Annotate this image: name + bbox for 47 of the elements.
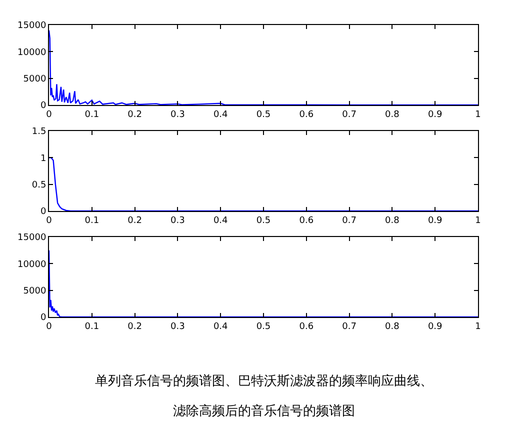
y-tick-label: 5000 <box>23 74 46 84</box>
line-series <box>49 157 478 211</box>
y-tick-label: 1 <box>40 154 46 164</box>
y-tick-label: 0 <box>40 207 46 218</box>
x-tick-label: 0.7 <box>342 216 356 226</box>
x-tick-label: 0.4 <box>213 110 228 120</box>
x-tick-label: 0.1 <box>84 110 100 120</box>
x-tick-label: 0.9 <box>428 216 443 226</box>
x-tick-label: 0.2 <box>128 322 142 332</box>
x-tick-label: 0.3 <box>170 322 185 332</box>
y-tick-label: 15000 <box>18 233 46 244</box>
x-tick-label: 0.8 <box>385 216 400 226</box>
x-tick-label: 0.5 <box>256 110 271 120</box>
x-tick-label: 0.6 <box>299 322 314 332</box>
y-tick-label: 5000 <box>23 286 46 296</box>
text: 滤除高频后的音乐信号的频谱图 <box>173 403 355 419</box>
x-tick-label: 0.8 <box>385 322 400 332</box>
x-tick-label: 0.3 <box>170 216 185 226</box>
y-tick-label: 0 <box>40 313 46 324</box>
x-tick-label: 0.6 <box>299 110 314 120</box>
x-tick-label: 0.5 <box>256 216 271 226</box>
x-tick-label: 1 <box>475 322 481 332</box>
x-tick-label: 0.9 <box>428 110 443 120</box>
y-tick-label: 10000 <box>18 48 46 58</box>
x-tick-label: 0.1 <box>84 322 100 332</box>
y-tick-label: 10000 <box>18 260 46 270</box>
y-tick-label: 15000 <box>18 21 46 32</box>
x-tick-label: 0.7 <box>342 322 356 332</box>
x-tick-label: 0.8 <box>385 110 400 120</box>
x-tick-label: 0.4 <box>213 322 228 332</box>
line-series <box>49 30 478 105</box>
y-tick-label: 0 <box>40 101 46 112</box>
x-tick-label: 0.7 <box>342 110 356 120</box>
y-tick-label: 1.5 <box>32 127 46 138</box>
x-tick-label: 1 <box>475 216 481 226</box>
x-tick-label: 1 <box>475 110 481 120</box>
x-tick-label: 0.6 <box>299 216 314 226</box>
x-tick-label: 0.5 <box>256 322 271 332</box>
x-tick-label: 0.2 <box>128 216 142 226</box>
x-tick-label: 0.9 <box>428 322 443 332</box>
y-tick-label: 0.5 <box>32 180 46 190</box>
line-series <box>49 250 478 317</box>
text: 单列音乐信号的频谱图、巴特沃斯滤波器的频率响应曲线、 <box>95 373 433 389</box>
x-tick-label: 0.4 <box>213 216 228 226</box>
x-tick-label: 0.2 <box>128 110 142 120</box>
x-tick-label: 0.1 <box>84 216 100 226</box>
x-tick-label: 0.3 <box>170 110 185 120</box>
